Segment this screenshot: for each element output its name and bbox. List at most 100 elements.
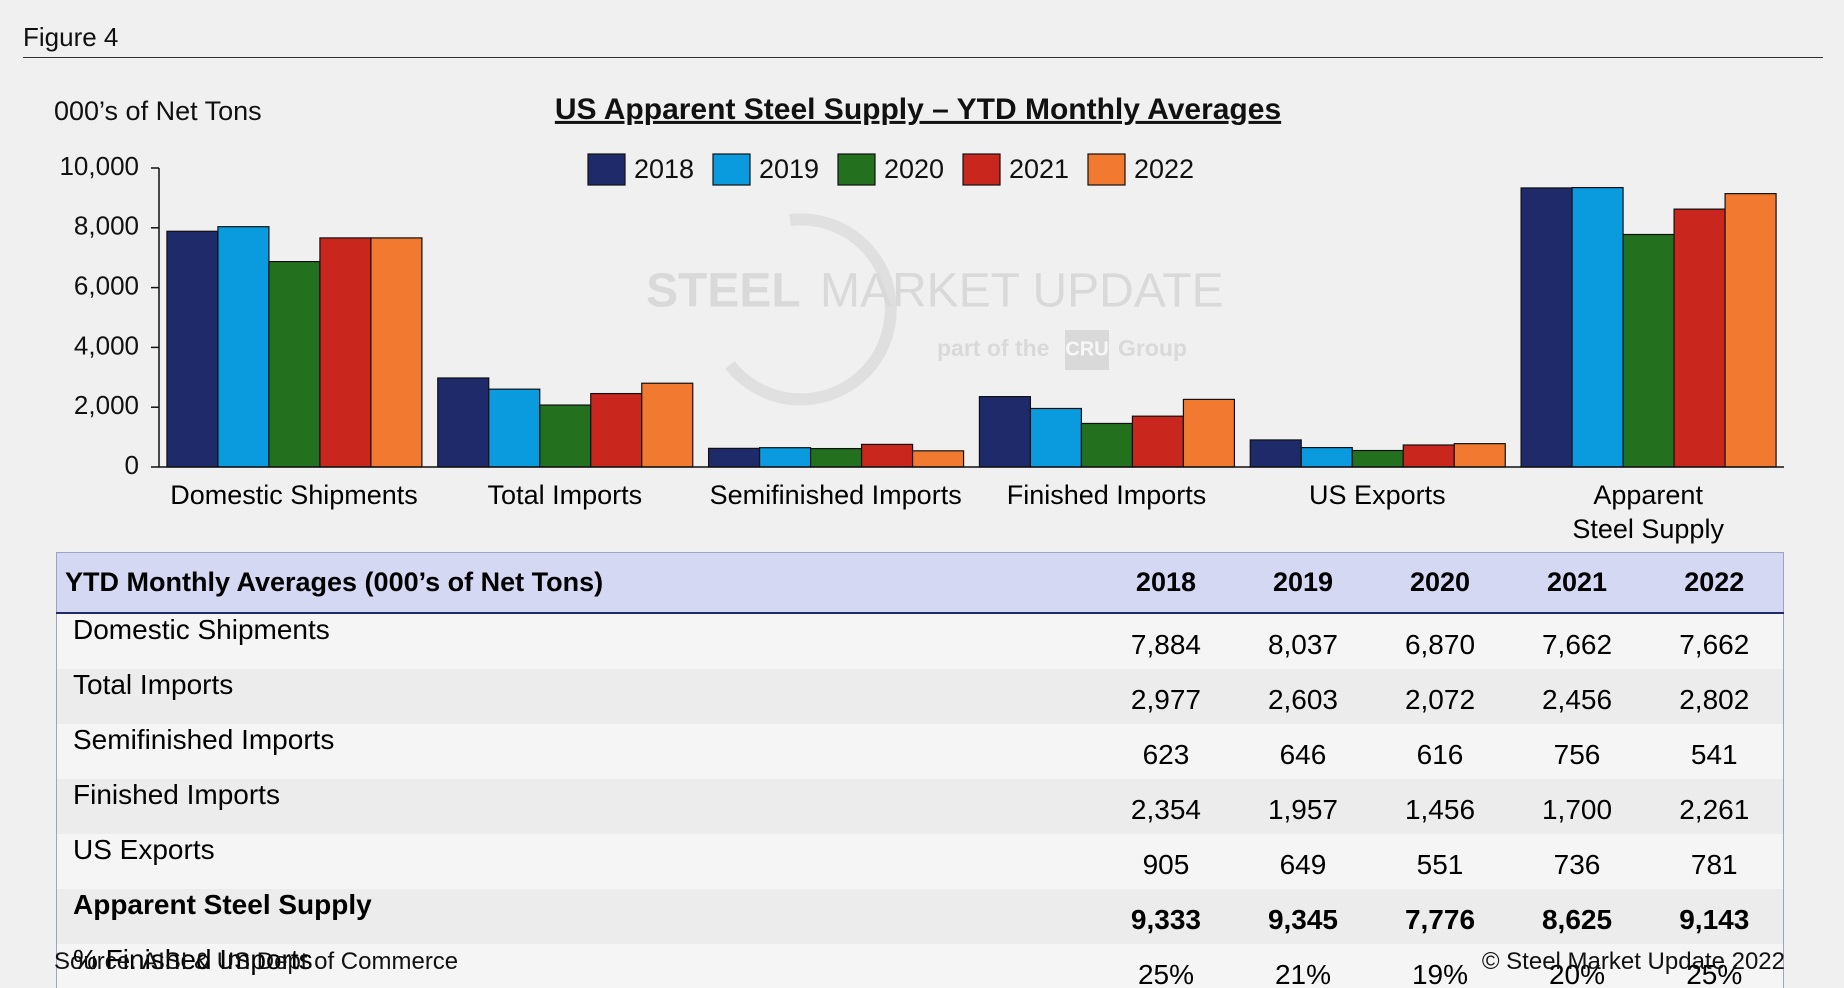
table-cell: 905 [1142, 849, 1190, 880]
bar [1300, 446, 1353, 468]
x-tick-label: Domestic Shipments [170, 480, 418, 510]
table-cell: 8,625 [1541, 904, 1613, 935]
table-cell: 25% [1137, 959, 1194, 988]
bar [911, 450, 965, 468]
bar [1453, 443, 1506, 468]
table-cell: 1,700 [1541, 794, 1613, 825]
legend-label: 2021 [1009, 154, 1069, 184]
column-header: 2019 [1234, 552, 1372, 614]
bar [370, 237, 423, 468]
table-cell: 21% [1274, 959, 1331, 988]
table-cell: 623 [1142, 739, 1190, 770]
table-cell: 1,456 [1404, 794, 1476, 825]
bar [217, 226, 270, 468]
watermark-logo [1065, 330, 1109, 370]
bar [1029, 407, 1083, 468]
legend-swatch [712, 153, 751, 186]
table-cell: 2,977 [1130, 684, 1201, 715]
bar [1131, 415, 1185, 468]
bar [319, 237, 372, 468]
legend-label: 2018 [634, 154, 694, 184]
table-cell: 2,802 [1679, 684, 1750, 715]
watermark-text: CRU [1065, 338, 1108, 360]
chart: STEEL MARKET UPDATE part of the CRU Grou… [54, 93, 1784, 480]
y-tick-label: 8,000 [74, 211, 139, 241]
chart-title: US Apparent Steel Supply – YTD Monthly A… [555, 93, 1281, 126]
row-label: Domestic Shipments [73, 614, 330, 645]
bar [641, 382, 694, 468]
table-cell: 2,261 [1679, 794, 1750, 825]
bar [1182, 398, 1236, 468]
source: Source: AISI & US Dept of Commerce [54, 948, 459, 975]
y-tick-label: 2,000 [74, 390, 139, 420]
rule [23, 57, 1823, 58]
table-cell: 646 [1279, 739, 1327, 770]
legend-label: 2020 [884, 154, 944, 184]
table-cell: 756 [1553, 739, 1601, 770]
x-tick-label: Finished Imports [1006, 480, 1207, 510]
table-cell: 25% [1686, 959, 1743, 988]
copyright: © Steel Market Update 2022 [1481, 948, 1785, 975]
table-cell: 1,957 [1267, 794, 1339, 825]
table-cell: 2,603 [1267, 684, 1339, 715]
watermark-text: MARKET UPDATE [820, 265, 1224, 318]
legend-swatch [837, 153, 876, 186]
y-axis-label: 000’s of Net Tons [54, 96, 262, 126]
column-header: 2022 [1645, 552, 1784, 614]
table-cell: 20% [1548, 959, 1606, 988]
table-title: YTD Monthly Averages (000’s of Net Tons) [56, 552, 1098, 614]
bar [978, 396, 1032, 468]
table-cell: 2,354 [1130, 794, 1201, 825]
table-cell: 7,884 [1130, 629, 1201, 660]
table-cell: 649 [1279, 849, 1327, 880]
legend-swatch [1087, 153, 1126, 186]
table-cell: 736 [1553, 849, 1601, 880]
bar [1673, 208, 1726, 468]
watermark-arc [725, 213, 897, 406]
legend-swatch [587, 153, 626, 186]
table-row: Domestic Shipments 7,884 8,037 6,870 7,662 7,… [56, 613, 1784, 669]
table-cell: 7,776 [1404, 904, 1476, 935]
row-label: Total Imports [73, 669, 234, 700]
table-cell: 2,072 [1404, 684, 1476, 715]
bar [166, 230, 219, 468]
table-cell: 8,037 [1267, 629, 1339, 660]
table-cell: 781 [1690, 849, 1738, 880]
column-header: 2021 [1508, 552, 1646, 614]
row-label: Semifinished Imports [73, 724, 335, 755]
bar [707, 447, 761, 468]
y-tick-label: 0 [125, 450, 139, 480]
bar [488, 388, 541, 468]
watermark: STEEL MARKET UPDATE part of the CRU Grou… [646, 213, 1224, 406]
legend-swatch [962, 153, 1001, 186]
table-cell: 7,662 [1541, 629, 1613, 660]
bar [860, 443, 914, 468]
bar [1249, 439, 1302, 468]
bar [268, 260, 321, 468]
row-label: US Exports [73, 834, 215, 865]
x-tick-label: Semifinished Imports [709, 480, 962, 510]
table-cell: 9,345 [1267, 904, 1339, 935]
column-header: 2020 [1371, 552, 1509, 614]
bar [539, 404, 592, 468]
y-tick-label: 10,000 [59, 151, 139, 181]
bar [758, 447, 812, 468]
table-row: Semifinished Imports 623 646 616 756 541 [56, 724, 1784, 779]
table-cell: 9,333 [1130, 904, 1201, 935]
table-cell: 2,456 [1541, 684, 1613, 715]
bar [1520, 187, 1573, 468]
x-tick-label: US Exports [1309, 480, 1446, 510]
watermark-text: part of the [937, 335, 1049, 361]
bar [590, 392, 643, 468]
bar [1080, 422, 1134, 468]
legend-label: 2022 [1134, 154, 1194, 184]
x-tick-label: Total Imports [487, 480, 643, 510]
table-cell: 6,870 [1404, 629, 1476, 660]
table-row: Total Imports 2,977 2,603 2,072 2,456 2,802 [56, 669, 1784, 724]
table-cell: 616 [1416, 739, 1464, 770]
bar [1571, 186, 1624, 468]
table-cell: 9,143 [1679, 904, 1750, 935]
table-cell: 551 [1416, 849, 1464, 880]
data-table: YTD Monthly Averages (000’s of Net Tons)… [56, 552, 1784, 988]
